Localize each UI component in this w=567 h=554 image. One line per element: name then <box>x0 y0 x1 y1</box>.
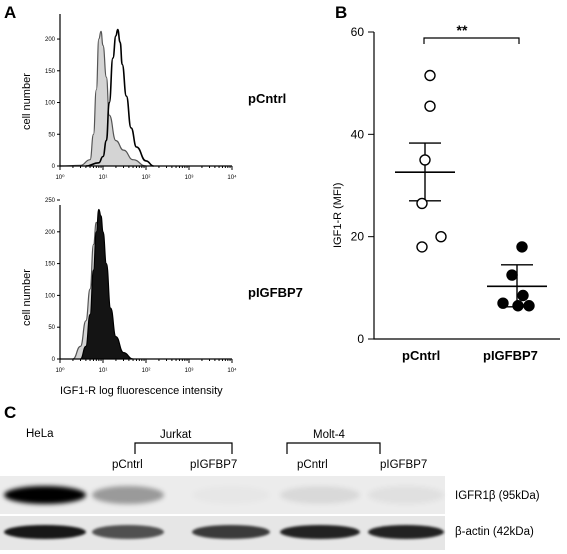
histogram-pigfbp7-ytick-label: 100 <box>45 293 56 299</box>
blot-band-actin <box>92 525 164 539</box>
scatter-point-pigfbp7 <box>517 289 529 302</box>
scatter-ytick-label: 20 <box>351 230 365 244</box>
blot-group-jurkat: Jurkat <box>160 429 192 441</box>
blot-group-molt4: Molt-4 <box>313 429 346 441</box>
scatter-ytick-label: 60 <box>351 25 365 39</box>
histogram-pcntrl-ytick-label: 100 <box>45 101 56 107</box>
scatter-marks <box>395 69 547 312</box>
blot-band-actin <box>368 525 444 539</box>
scatter-ylabel: IGF1-R (MFI) <box>332 183 344 248</box>
histogram-pcntrl-ylabel: cell number <box>21 73 33 130</box>
blot-lane-jurkat-pcntrl: pCntrl <box>112 459 143 471</box>
histogram-pcntrl-xtick-label: 10³ <box>185 175 194 181</box>
scatter-point-pcntrl <box>419 154 431 166</box>
blot-band-igfr <box>368 486 444 504</box>
significance-label: ** <box>457 22 468 38</box>
histogram-pigfbp7-series-1 <box>80 208 134 360</box>
blot-bands-actin <box>4 525 444 539</box>
blot-band-igfr <box>280 486 360 504</box>
histogram-pigfbp7-ytick-label: 0 <box>52 357 56 363</box>
histogram-pigfbp7-xticks: 10⁰ 10¹ 10² 10³ 10⁴ <box>55 359 237 374</box>
scatter-igf1r-mfi: 0 20 40 60 IGF1-R (MFI) pCntrl pIGFBP7 ** <box>332 22 560 363</box>
scatter-point-pcntrl <box>416 241 428 253</box>
histogram-pigfbp7-xtick-label: 10³ <box>185 368 194 374</box>
histogram-pcntrl-axes <box>59 14 232 167</box>
scatter-ytick-label: 40 <box>351 127 365 141</box>
histogram-pcntrl: 0 50 100 150 200 10⁰ 10¹ 10² 10³ 10⁴ cell number… <box>21 14 286 181</box>
histogram-pcntrl-series-0 <box>59 30 147 167</box>
blot-bracket-jurkat <box>134 442 233 454</box>
scatter-point-pcntrl <box>424 69 436 82</box>
histogram-pigfbp7-xtick-label: 10¹ <box>99 368 108 374</box>
scatter-category-pigfbp7: pIGFBP7 <box>483 348 538 363</box>
histogram-pigfbp7-ytick-label: 50 <box>48 325 55 331</box>
histogram-pcntrl-xtick-label: 10⁴ <box>227 174 237 181</box>
histogram-pigfbp7-ytick-label: 200 <box>45 230 56 236</box>
scatter-point-pcntrl <box>424 100 436 112</box>
blot-band-actin <box>192 525 270 539</box>
western-blot: HeLa Jurkat Molt-4 pCntrl pIGFBP7 pCntrl… <box>0 428 540 550</box>
histogram-xlabel: IGF1-R log fluorescence intensity <box>60 385 223 397</box>
histogram-pcntrl-series-1 <box>85 28 154 167</box>
blot-label-igfr: IGFR1β (95kDa) <box>455 490 540 502</box>
blot-band-igfr <box>192 486 270 504</box>
blot-band-actin <box>4 525 86 539</box>
histogram-pigfbp7-ylabel: cell number <box>21 269 33 326</box>
scatter-point-pcntrl <box>416 197 428 210</box>
scatter-yticks: 0 20 40 60 <box>351 25 374 346</box>
panel-letter-b: B <box>335 3 347 22</box>
histogram-pigfbp7-xtick-label: 10⁴ <box>227 367 237 374</box>
scatter-axes <box>373 32 560 340</box>
blot-bracket-molt4 <box>286 442 381 454</box>
scatter-point-pigfbp7 <box>523 300 535 312</box>
histogram-pcntrl-xtick-label: 10¹ <box>99 175 108 181</box>
histogram-pigfbp7-condition: pIGFBP7 <box>248 285 303 300</box>
blot-band-actin <box>280 525 360 539</box>
scatter-point-pigfbp7 <box>512 300 524 312</box>
blot-lane-molt4-pigfbp7: pIGFBP7 <box>380 459 427 471</box>
histogram-pigfbp7-yticks: 0 50 100 150 200 250 <box>45 198 60 363</box>
blot-lane-molt4-pcntrl: pCntrl <box>297 459 328 471</box>
histogram-pcntrl-condition: pCntrl <box>248 91 286 106</box>
blot-band-igfr <box>4 486 86 504</box>
histogram-pigfbp7-ytick-label: 250 <box>45 198 56 204</box>
histogram-pigfbp7-ytick-label: 150 <box>45 262 56 268</box>
panel-letter-c: C <box>4 403 16 422</box>
scatter-point-pigfbp7 <box>516 241 528 253</box>
histogram-pigfbp7-xtick-label: 10² <box>142 368 151 374</box>
histogram-pcntrl-xtick-label: 10² <box>142 175 151 181</box>
histogram-pcntrl-ytick-label: 50 <box>48 132 55 138</box>
histogram-pigfbp7-series <box>72 208 134 360</box>
blot-band-igfr <box>92 486 164 504</box>
histogram-pcntrl-ytick-label: 150 <box>45 69 56 75</box>
scatter-point-pigfbp7 <box>497 297 509 309</box>
histogram-pcntrl-xticks: 10⁰ 10¹ 10² 10³ 10⁴ <box>55 166 237 181</box>
histogram-pcntrl-ytick-label: 200 <box>45 37 56 43</box>
scatter-ytick-label: 0 <box>357 332 364 346</box>
histogram-pcntrl-yticks: 0 50 100 150 200 <box>45 37 60 170</box>
blot-lane-jurkat-pigfbp7: pIGFBP7 <box>190 459 237 471</box>
histogram-pigfbp7: 0 50 100 150 200 250 10⁰ 10¹ 10² 10³ 10⁴ cell num… <box>21 198 303 397</box>
scatter-point-pigfbp7 <box>506 269 518 281</box>
scatter-point-pcntrl <box>435 230 447 243</box>
histogram-pcntrl-xtick-label: 10⁰ <box>55 174 65 181</box>
histogram-pcntrl-ytick-label: 0 <box>52 164 56 170</box>
significance-bracket <box>423 37 520 44</box>
panel-letter-a: A <box>4 3 16 22</box>
histogram-pigfbp7-xtick-label: 10⁰ <box>55 367 65 374</box>
blot-group-hela: HeLa <box>26 428 54 440</box>
blot-label-actin: β-actin (42kDa) <box>455 526 534 538</box>
blot-bands-igfr <box>4 486 444 504</box>
histogram-pcntrl-series <box>59 28 154 167</box>
scatter-category-pcntrl: pCntrl <box>402 348 440 363</box>
